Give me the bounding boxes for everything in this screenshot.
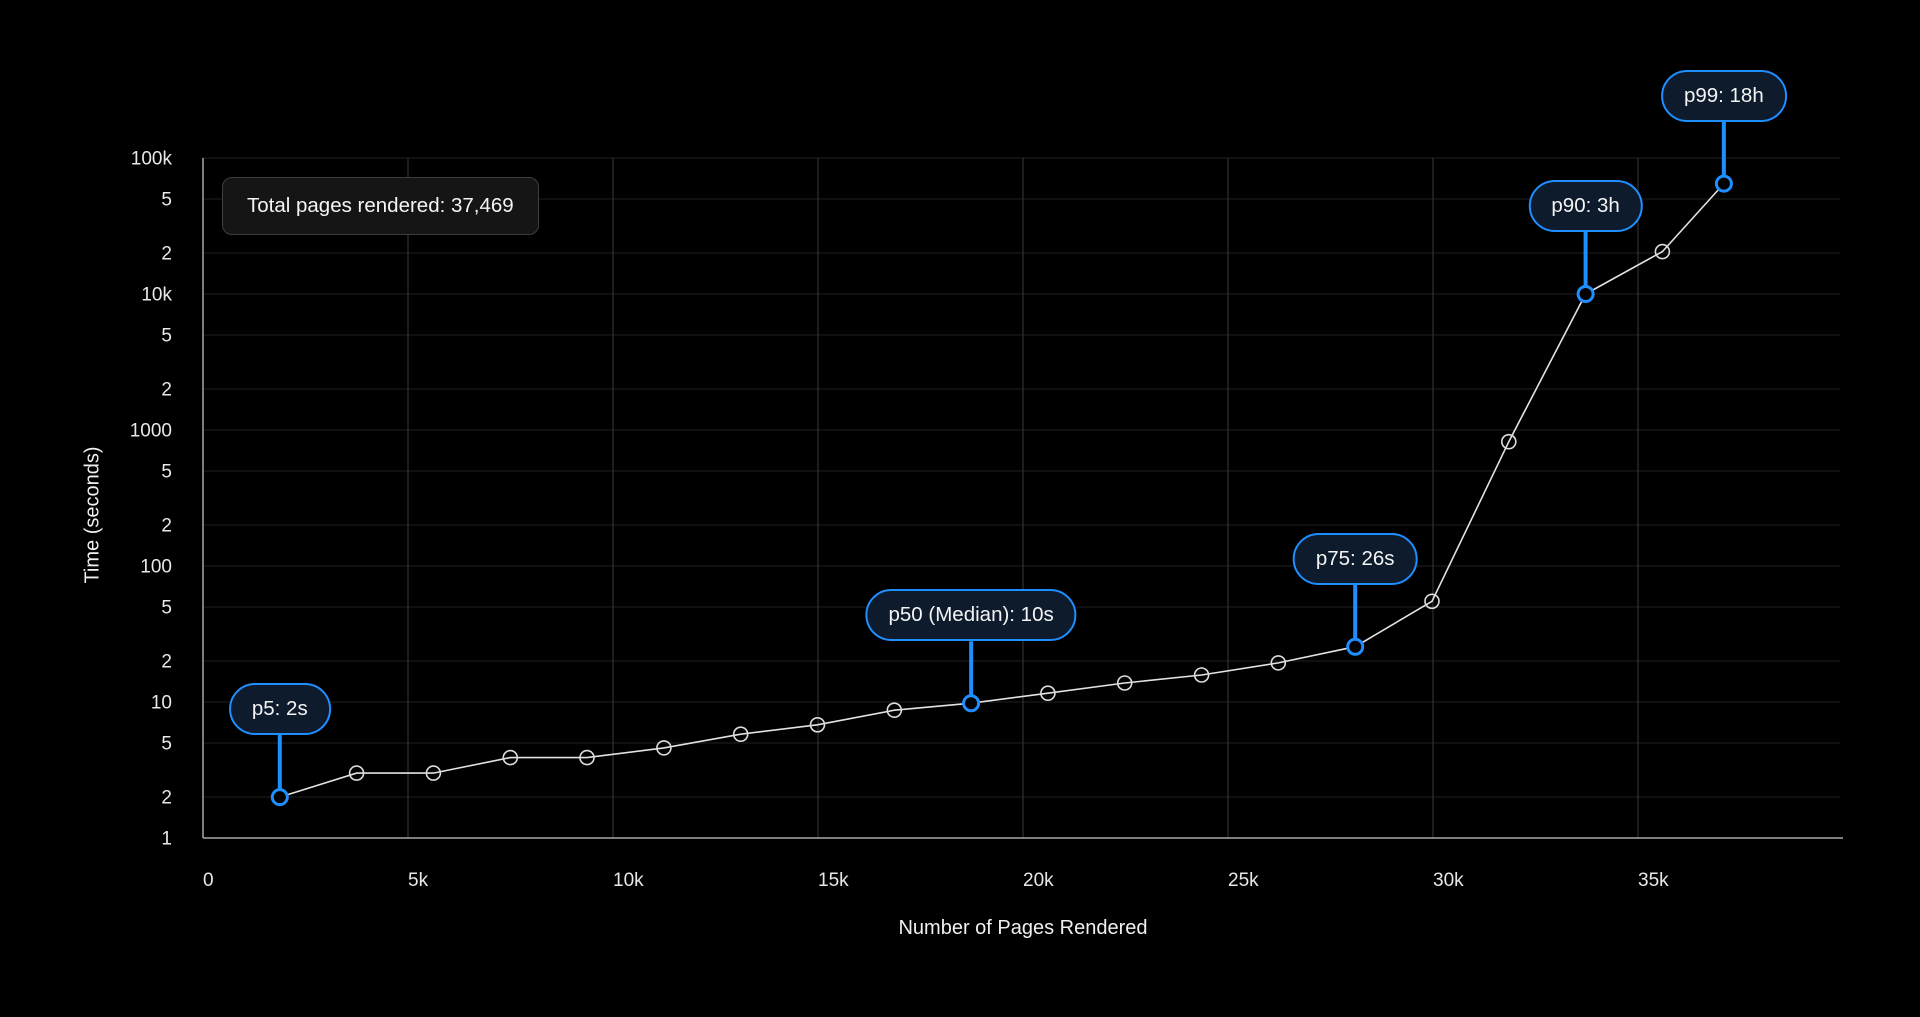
highlighted-data-point-p99: [1714, 174, 1733, 193]
total-pages-box: Total pages rendered: 37,469: [222, 177, 539, 235]
total-pages-label: Total pages rendered: 37,469: [247, 194, 514, 217]
y-tick-label: 5: [161, 597, 172, 618]
highlighted-data-point-p75: [1346, 637, 1365, 656]
callout-pill-p50: p50 (Median): 10s: [865, 589, 1077, 642]
y-tick-label: 5: [161, 189, 172, 210]
y-tick-label: 1000: [130, 421, 172, 442]
data-point-p10: [348, 765, 365, 781]
callout-pill-label: p99: 18h: [1683, 83, 1764, 107]
y-tick-label: 10: [151, 693, 172, 714]
series-line: [279, 183, 1725, 798]
callout-pill-label: p90: 3h: [1551, 194, 1620, 217]
highlighted-data-point-p90: [1576, 285, 1595, 303]
y-tick-label: 100k: [131, 149, 173, 170]
y-tick-label: 2: [161, 380, 172, 401]
callout-pill-p75: p75: 26s: [1292, 532, 1418, 585]
x-axis-title: Number of Pages Rendered: [898, 917, 1148, 939]
y-tick-label: 100: [140, 557, 172, 578]
data-point-p15: [425, 765, 442, 781]
y-tick-label: 5: [161, 733, 172, 754]
y-tick-label: 2: [161, 516, 172, 537]
y-tick-label: 5: [161, 325, 172, 346]
x-tick-label: 30k: [1433, 870, 1464, 891]
callout-pill-p99: p99: 18h: [1660, 69, 1787, 122]
data-point-p35: [732, 726, 749, 743]
data-point-p95: [1654, 243, 1671, 260]
y-tick-label: 2: [161, 244, 172, 265]
x-tick-label: 15k: [818, 870, 849, 891]
highlighted-data-point-p50: [962, 694, 981, 713]
data-point-p55: [1040, 685, 1056, 702]
data-point-p85: [1501, 433, 1517, 450]
data-point-p20: [502, 749, 519, 766]
y-tick-label: 10k: [141, 285, 172, 306]
x-tick-label: 25k: [1228, 870, 1259, 891]
data-point-p40: [809, 716, 826, 733]
y-tick-label: 2: [161, 788, 172, 809]
callout-pill-label: p75: 26s: [1315, 546, 1395, 570]
callout-pill-p90: p90: 3h: [1528, 180, 1643, 232]
x-tick-label: 35k: [1638, 870, 1669, 891]
y-axis-title: Time (seconds): [81, 446, 104, 584]
y-tick-label: 2: [161, 652, 172, 673]
y-tick-label: 5: [161, 461, 172, 482]
callout-pill-label: p5: 2s: [251, 697, 308, 721]
data-point-p25: [579, 749, 595, 766]
highlighted-data-point-p5: [270, 788, 289, 807]
x-tick-label: 20k: [1023, 870, 1054, 891]
data-point-p80: [1424, 593, 1440, 610]
x-tick-label: 5k: [408, 870, 429, 891]
data-point-p65: [1193, 667, 1210, 683]
data-point-p45: [886, 702, 903, 719]
x-tick-label: 10k: [613, 870, 644, 891]
y-tick-label: 1: [161, 829, 172, 850]
callout-pill-label: p50 (Median): 10s: [888, 603, 1054, 627]
data-point-p60: [1116, 675, 1133, 691]
data-point-p30: [656, 740, 672, 756]
x-tick-label: 0: [203, 870, 214, 891]
data-point-p70: [1270, 655, 1287, 671]
callout-pill-p5: p5: 2s: [228, 683, 331, 736]
